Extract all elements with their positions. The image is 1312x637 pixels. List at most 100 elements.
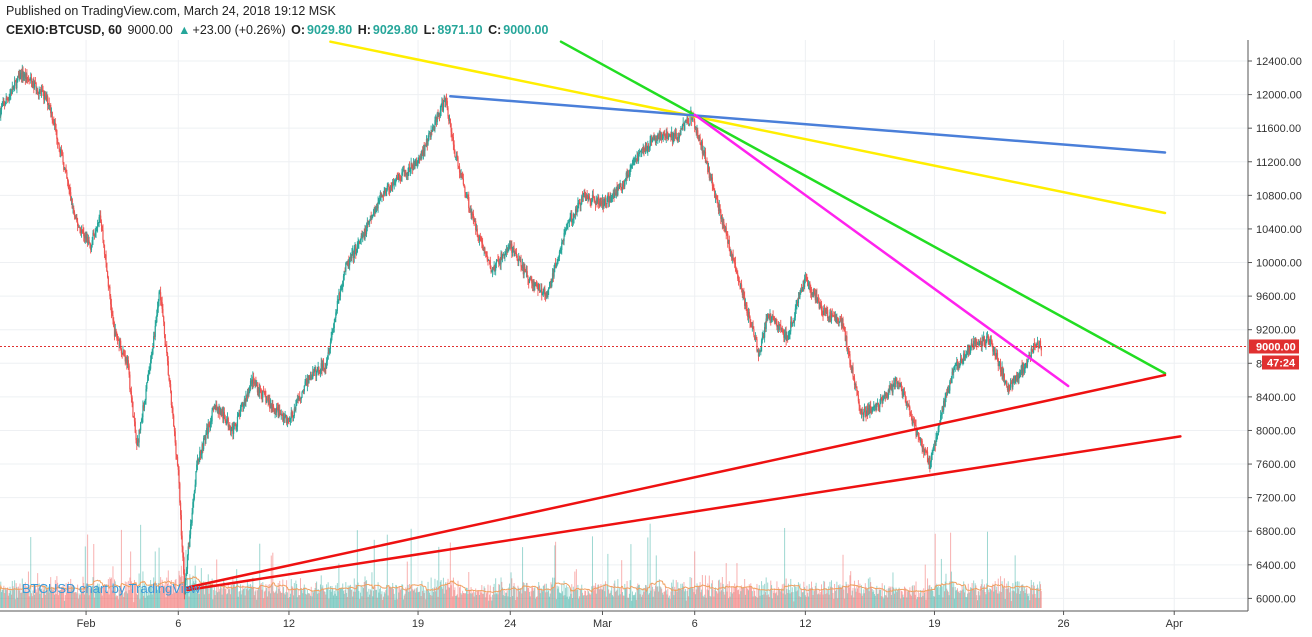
volume-bar [580, 589, 582, 608]
candle-body [408, 167, 410, 173]
volume-bar [557, 588, 559, 608]
candle-body [422, 150, 424, 156]
candle-body [621, 189, 623, 191]
volume-bar [694, 551, 696, 608]
candle-body [119, 340, 121, 348]
candle-body [702, 150, 704, 154]
volume-bar [199, 589, 201, 608]
candle-body [880, 398, 882, 404]
time-axis[interactable]: Feb 6 12 19 24 Mar 6 12 19 26 Apr [77, 611, 1184, 630]
candle-body [757, 349, 760, 357]
volume-bar [558, 586, 560, 608]
trendline-red[interactable] [186, 373, 1167, 589]
candle-body [270, 403, 272, 409]
volume-bar [958, 590, 960, 608]
volume-bar [50, 586, 52, 608]
volume-bar [993, 591, 995, 608]
candle-body [248, 391, 250, 395]
candle-body [912, 420, 914, 425]
volume-bar [675, 580, 677, 608]
candle-body [235, 425, 237, 430]
volume-bar [861, 595, 863, 608]
trendline-magenta[interactable] [693, 113, 1070, 388]
candle-body [870, 405, 872, 409]
volume-bar [134, 583, 136, 608]
volume-bar [1040, 591, 1042, 608]
volume-bar [947, 591, 949, 608]
volume-bar [39, 593, 41, 608]
price-tag-label: 9000.00 [1256, 341, 1296, 353]
volume-bar [111, 590, 113, 608]
candle-body [506, 249, 508, 252]
trendline-yellow[interactable] [329, 40, 1167, 215]
volume-bar [217, 586, 219, 608]
candle-body [215, 404, 217, 409]
volume-bar [495, 578, 497, 608]
candle-body [822, 311, 824, 316]
candle-body [19, 72, 21, 80]
volume-bar [427, 581, 429, 608]
volume-bar [360, 584, 362, 608]
candle-body [349, 258, 351, 266]
candle-body [10, 92, 13, 94]
candle-body [1024, 367, 1026, 369]
volume-bar [110, 579, 112, 608]
candle-body [827, 317, 830, 319]
candle-body [503, 254, 505, 258]
trendline-red[interactable] [186, 435, 1182, 592]
candle-body [779, 325, 781, 326]
volume-bar [932, 590, 934, 608]
volume-bar [314, 588, 316, 608]
candle-body [375, 208, 377, 214]
candle-body [956, 361, 958, 365]
volume-bar [626, 581, 628, 608]
candle-body [484, 248, 486, 252]
candle-body [154, 325, 156, 337]
candle-body [817, 298, 819, 302]
candle-body [869, 405, 871, 414]
volume-bar [469, 593, 471, 608]
candle-body [617, 187, 619, 195]
volume-bar [609, 592, 611, 608]
candle-body [547, 289, 549, 297]
price-axis[interactable]: 6000.006400.006800.007200.007600.008000.… [1248, 56, 1302, 605]
trendline-blue[interactable] [449, 95, 1167, 154]
candle-body [292, 416, 294, 418]
volume-bar [668, 595, 670, 608]
volume-bar [227, 583, 229, 608]
volume-bar [157, 589, 159, 608]
volume-bar [998, 593, 1000, 608]
candle-body [986, 336, 988, 342]
candle-body [568, 219, 571, 222]
candle-body [280, 413, 282, 416]
volume-bar [107, 579, 109, 608]
volume-bar [483, 586, 485, 608]
candle-body [283, 417, 285, 419]
candle-body [940, 415, 942, 424]
volume-bar [880, 596, 882, 608]
candle-body [420, 156, 422, 159]
candle-body [129, 374, 131, 390]
candle-body [641, 148, 643, 152]
candle-body [744, 296, 746, 306]
volume-bar [673, 595, 675, 608]
volume-bar [807, 596, 809, 608]
candle-body [72, 208, 74, 210]
volume-bar [847, 593, 849, 608]
candle-body [167, 361, 169, 375]
trendline-green[interactable] [559, 40, 1167, 375]
volume-bar [690, 587, 692, 608]
volume-bar [900, 598, 902, 608]
candle-body [331, 331, 333, 338]
volume-bar [293, 595, 295, 608]
volume-bar [706, 589, 708, 608]
candle-body [259, 388, 261, 394]
trendlines[interactable] [186, 40, 1182, 592]
candle-body [322, 363, 324, 371]
volume-bar [323, 589, 325, 608]
volume-bar [242, 585, 244, 608]
volume-bar [27, 591, 29, 608]
volume-bar [997, 578, 999, 608]
candle-body [461, 173, 463, 176]
